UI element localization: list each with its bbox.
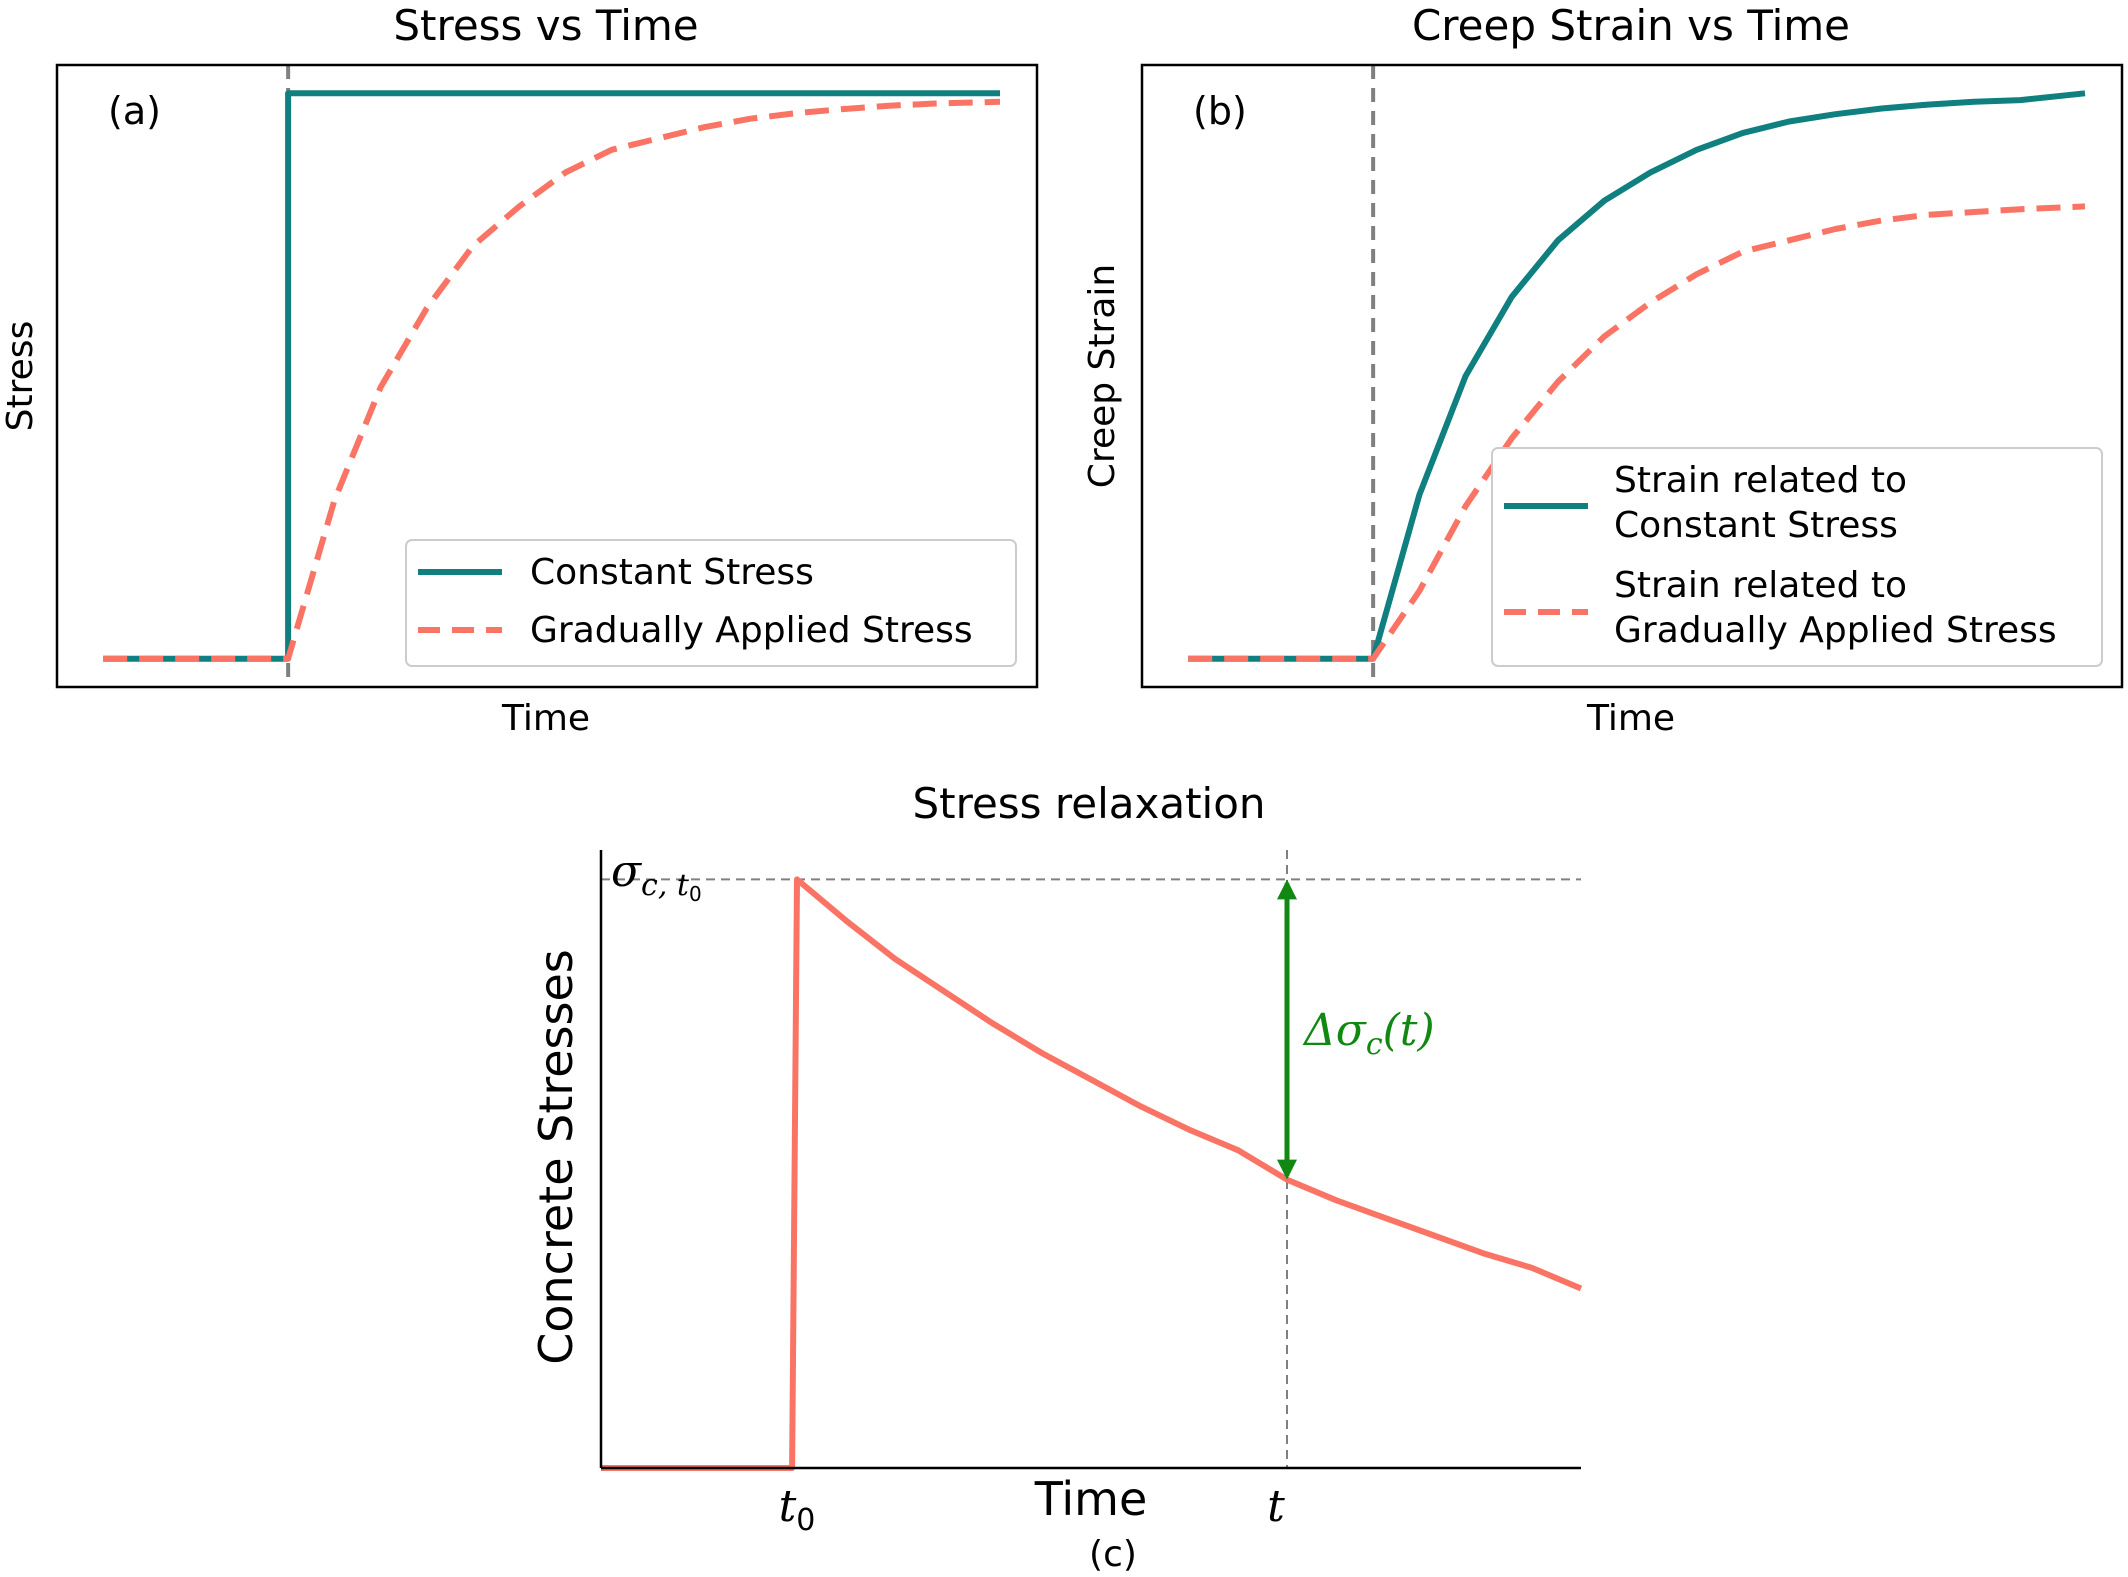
panel-b-plot-area — [1188, 65, 2086, 687]
panel-b-series-constant-line — [1188, 90, 2086, 662]
panel-a-tag: (a) — [108, 89, 161, 133]
panel-a-legend-label-constant: Constant Stress — [530, 552, 814, 593]
panel-b-legend-label-gradual-line1: Strain related to — [1614, 565, 1907, 606]
panel-c-ytick-sigma-sub: c, t — [641, 868, 690, 903]
panel-a-legend: Constant Stress Gradually Applied Stress — [405, 539, 1017, 667]
panel-c-title: Stress relaxation — [912, 779, 1265, 828]
panel-c-xlabel: Time — [1034, 1472, 1148, 1526]
panel-b-legend-label-constant-line1: Strain related to — [1614, 460, 1907, 501]
panel-b-title: Creep Strain vs Time — [1412, 1, 1850, 50]
panel-b-xlabel: Time — [1586, 698, 1675, 739]
panel-c-delta-suffix: (t) — [1383, 1005, 1435, 1056]
panel-b-legend-box — [1491, 447, 2103, 667]
panel-a-series-gradual-line — [103, 98, 1001, 662]
panel-b-ylabel: Creep Strain — [1082, 264, 1123, 488]
panel-c-ytick-sigma: σc, t0 — [611, 846, 702, 906]
panel-c-delta-sub: c — [1366, 1027, 1383, 1062]
panel-c-xtick-t0: t0 — [779, 1481, 816, 1538]
panel-c-xtick-t0-base: t — [779, 1481, 797, 1532]
panel-b-legend-label-gradual-line2: Gradually Applied Stress — [1614, 610, 2057, 651]
panel-c: Stress relaxation Time Concrete Stresses… — [529, 779, 1583, 1575]
panel-c-series-relaxation-line — [601, 876, 1583, 1471]
panel-b: Creep Strain vs Time (b) Time Creep Stra… — [1082, 1, 2124, 739]
panel-a-plot-area — [103, 65, 1001, 687]
panel-c-ytick-sigma-base: σ — [611, 846, 643, 897]
panel-c-plot-area — [601, 850, 1583, 1471]
panel-c-xtick-t0-sub: 0 — [796, 1503, 815, 1538]
panel-a-ylabel: Stress — [0, 321, 41, 432]
panel-c-delta-label: Δσc(t) — [1302, 1005, 1435, 1062]
panel-a-legend-box — [405, 539, 1017, 667]
panel-b-series-gradual-line — [1188, 203, 2086, 662]
panel-a-legend-label-gradual: Gradually Applied Stress — [530, 610, 973, 651]
panel-b-tag: (b) — [1193, 89, 1247, 133]
panel-b-legend: Strain related to Constant Stress Strain… — [1491, 447, 2103, 667]
panel-c-xtick-t: t — [1267, 1481, 1285, 1532]
panel-a-frame — [55, 63, 1039, 689]
panel-a: Stress vs Time (a) Time Stress Constant … — [0, 1, 1039, 739]
panel-b-legend-label-constant-line2: Constant Stress — [1614, 505, 1898, 546]
panel-a-xlabel: Time — [501, 698, 590, 739]
panel-c-ylabel: Concrete Stresses — [529, 949, 583, 1365]
panel-b-frame — [1140, 63, 2124, 689]
panel-c-tag: (c) — [1089, 1534, 1137, 1575]
panel-a-title: Stress vs Time — [393, 1, 698, 50]
panel-c-delta-prefix: Δσ — [1302, 1005, 1368, 1056]
panel-c-ytick-sigma-subsub: 0 — [689, 882, 702, 906]
